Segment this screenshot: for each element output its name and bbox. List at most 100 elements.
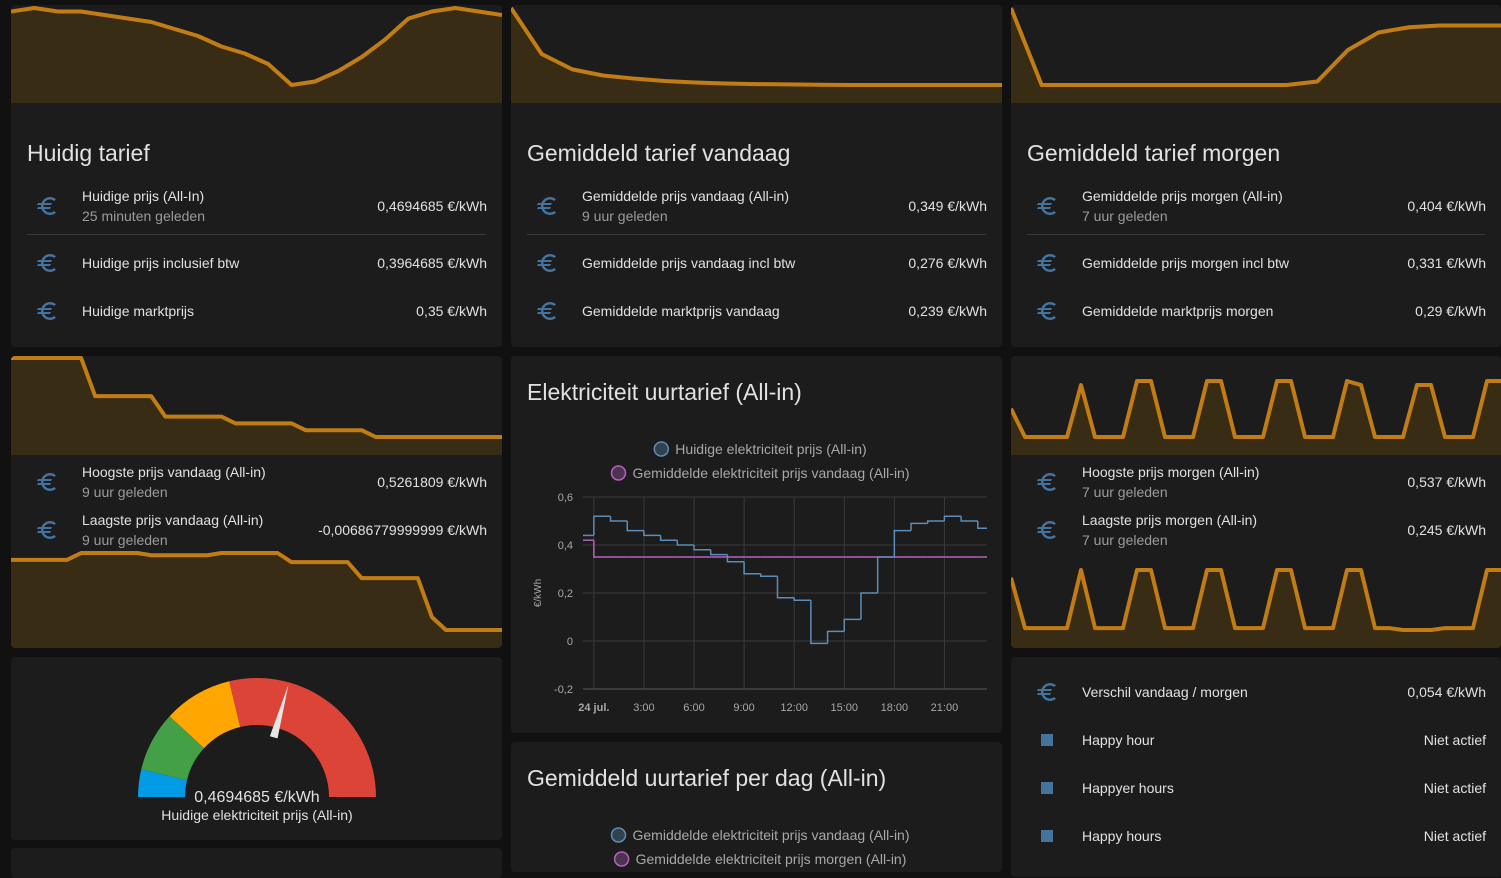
x-tick-label: 15:00 bbox=[830, 702, 858, 714]
icon-wrap bbox=[1027, 776, 1067, 800]
euro-icon bbox=[1037, 473, 1056, 491]
legend-label: Gemiddelde elektriciteit prijs morgen (A… bbox=[636, 851, 907, 867]
entity-info: Happyer hours bbox=[1082, 780, 1424, 796]
icon-wrap bbox=[1027, 518, 1067, 542]
icon-shape bbox=[37, 521, 56, 539]
icon-wrap bbox=[1027, 680, 1067, 704]
icon-shape bbox=[1041, 782, 1053, 794]
card: Gemiddeld tarief morgen Gemiddelde prijs … bbox=[1011, 5, 1501, 347]
entity-list: Gemiddelde prijs vandaag (All-in) 9 uur g… bbox=[511, 182, 1002, 335]
sparkline bbox=[11, 356, 502, 455]
euro-icon bbox=[37, 302, 56, 320]
line-step bbox=[760, 573, 778, 577]
sparkline-line bbox=[511, 6, 1002, 87]
entity-info: Huidige prijs (All-In) 25 minuten geleden bbox=[82, 188, 377, 224]
line-step bbox=[743, 561, 761, 575]
icon-shape bbox=[1041, 734, 1053, 746]
icon-shape bbox=[37, 473, 56, 491]
icon-shape bbox=[1037, 521, 1056, 539]
square-icon bbox=[1041, 782, 1053, 794]
entity-state: 0,245 €/kWh bbox=[1407, 522, 1486, 538]
icon-wrap bbox=[27, 470, 67, 494]
euro-icon bbox=[37, 521, 56, 539]
sparkline-line bbox=[11, 551, 502, 632]
y-tick-label: 0,2 bbox=[558, 588, 573, 600]
legend-item: Gemiddelde elektriciteit prijs morgen (A… bbox=[613, 851, 907, 867]
entity-name: Gemiddelde prijs morgen incl btw bbox=[1082, 255, 1289, 271]
card: Verschil vandaag / morgen 0,054 €/kWh Happ… bbox=[1011, 657, 1501, 877]
euro-icon bbox=[537, 254, 556, 272]
entity-name: Huidige prijs inclusief btw bbox=[82, 255, 240, 271]
card: Huidig tarief Huidige prijs (All-In) 25 mi… bbox=[11, 5, 502, 347]
icon-wrap bbox=[1027, 470, 1067, 494]
line-step bbox=[693, 545, 711, 551]
sparkline-line bbox=[11, 6, 502, 87]
chart: Huidige elektriciteit prijs (All-in) Gemi… bbox=[533, 441, 987, 714]
sparkline-area bbox=[1011, 8, 1501, 103]
icon-shape bbox=[1037, 473, 1056, 491]
entity-row: Gemiddelde prijs morgen (All-in) 7 uur ge… bbox=[1011, 182, 1501, 230]
entity-row: Happyer hours Niet actief bbox=[1011, 764, 1501, 812]
entity-row: Hoogste prijs morgen (All-in) 7 uur geled… bbox=[1011, 458, 1501, 506]
gauge-value: 0,4694685 €/kWh bbox=[194, 789, 319, 806]
euro-icon bbox=[37, 473, 56, 491]
icon-wrap bbox=[1027, 728, 1067, 752]
divider bbox=[1027, 234, 1485, 235]
entity-info: Hoogste prijs morgen (All-in) 7 uur geled… bbox=[1082, 464, 1407, 500]
icon-wrap bbox=[527, 251, 567, 275]
icon-wrap bbox=[1027, 194, 1067, 218]
line-step bbox=[593, 515, 611, 536]
icon-wrap bbox=[1027, 251, 1067, 275]
legend-marker bbox=[613, 851, 630, 867]
gauge-name: Huidige elektriciteit prijs (All-in) bbox=[161, 807, 352, 823]
euro-icon bbox=[1037, 197, 1056, 215]
icon-shape bbox=[37, 197, 56, 215]
entity-name: Huidige marktprijs bbox=[82, 303, 195, 319]
sparkline-area bbox=[511, 8, 1002, 103]
sparkline bbox=[11, 551, 502, 648]
gauge-segment bbox=[141, 716, 205, 781]
entity-row: Huidige marktprijs 0,35 €/kWh bbox=[11, 287, 502, 335]
line-step bbox=[810, 600, 828, 645]
entity-row: Huidige prijs inclusief btw 0,3964685 €/k… bbox=[11, 239, 502, 287]
y-tick-label: 0,6 bbox=[558, 492, 573, 504]
x-tick-label: 21:00 bbox=[931, 702, 959, 714]
entity-info: Hoogste prijs vandaag (All-in) 9 uur gele… bbox=[82, 464, 377, 500]
line-step bbox=[793, 597, 811, 601]
entity-info: Happy hours bbox=[1082, 828, 1424, 844]
entity-info: Gemiddelde marktprijs vandaag bbox=[582, 303, 908, 319]
euro-icon bbox=[1037, 302, 1056, 320]
entity-name: Gemiddelde prijs vandaag incl btw bbox=[582, 255, 796, 271]
icon-wrap bbox=[27, 251, 67, 275]
entity-name: Happy hour bbox=[1082, 732, 1155, 748]
entity-row: Happy hour Niet actief bbox=[1011, 716, 1501, 764]
icon-wrap bbox=[27, 299, 67, 323]
entity-info: Gemiddelde prijs morgen incl btw bbox=[1082, 255, 1407, 271]
entity-name: Gemiddelde prijs vandaag (All-in) bbox=[582, 188, 789, 204]
card: Hoogste prijs morgen (All-in) 7 uur geled… bbox=[1011, 356, 1501, 648]
line-step bbox=[726, 554, 745, 563]
legend-item: Huidige elektriciteit prijs (All-in) bbox=[653, 441, 867, 457]
sparkline-area bbox=[11, 8, 502, 103]
icon-wrap bbox=[1027, 824, 1067, 848]
entity-state: 0,5261809 €/kWh bbox=[377, 474, 487, 490]
entity-state: 0,404 €/kWh bbox=[1407, 198, 1486, 214]
icon-wrap bbox=[27, 194, 67, 218]
entity-name: Hoogste prijs vandaag (All-in) bbox=[82, 464, 266, 480]
entity-secondary: 7 uur geleden bbox=[1082, 532, 1168, 548]
entity-secondary: 25 minuten geleden bbox=[82, 208, 205, 224]
line-step bbox=[893, 529, 912, 557]
gauge-segment bbox=[169, 681, 241, 749]
card bbox=[11, 848, 502, 878]
entity-state: Niet actief bbox=[1423, 780, 1486, 796]
entity-row: Gemiddelde prijs vandaag incl btw 0,276 €… bbox=[511, 239, 1002, 287]
euro-icon bbox=[537, 197, 556, 215]
entity-secondary: 9 uur geleden bbox=[82, 484, 168, 500]
entity-state: 0,4694685 €/kWh bbox=[377, 198, 487, 214]
icon-wrap bbox=[527, 299, 567, 323]
entity-info: Gemiddelde prijs morgen (All-in) 7 uur ge… bbox=[1082, 188, 1407, 224]
entity-secondary: 7 uur geleden bbox=[1082, 484, 1168, 500]
entity-secondary: 9 uur geleden bbox=[582, 208, 668, 224]
icon-shape bbox=[537, 302, 556, 320]
